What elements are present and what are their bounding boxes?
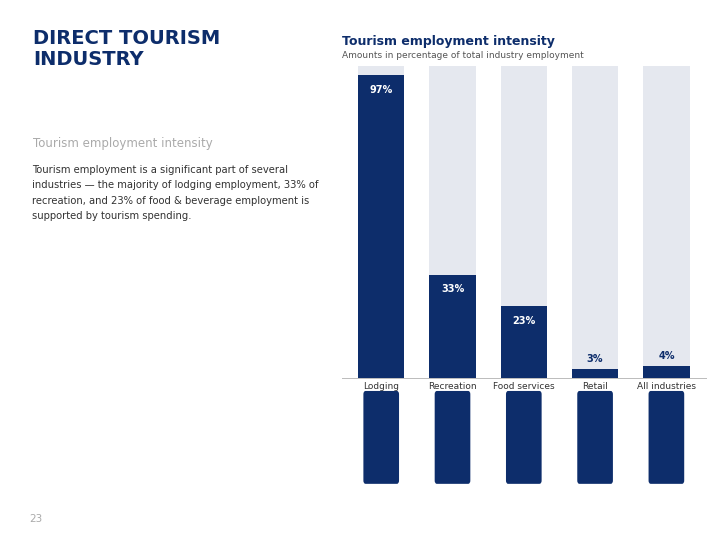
Text: 4%: 4% — [658, 351, 675, 361]
Bar — [643, 66, 690, 378]
Bar — [358, 66, 405, 378]
Bar — [429, 275, 476, 378]
Text: DIRECT TOURISM
INDUSTRY: DIRECT TOURISM INDUSTRY — [33, 29, 220, 69]
Bar — [643, 366, 690, 378]
Bar — [429, 66, 476, 378]
FancyBboxPatch shape — [577, 391, 613, 484]
Text: Tourism employment is a significant part of several
industries — the majority of: Tourism employment is a significant part… — [32, 165, 318, 221]
Text: Amounts in percentage of total industry employment: Amounts in percentage of total industry … — [342, 51, 584, 60]
Bar — [500, 306, 547, 378]
Text: 33%: 33% — [441, 285, 464, 294]
FancyBboxPatch shape — [364, 391, 399, 484]
Text: 3%: 3% — [587, 354, 603, 364]
Text: 97%: 97% — [369, 85, 393, 95]
FancyBboxPatch shape — [435, 391, 470, 484]
Bar — [500, 66, 547, 378]
FancyBboxPatch shape — [506, 391, 541, 484]
FancyBboxPatch shape — [649, 391, 684, 484]
Text: 23: 23 — [29, 514, 42, 524]
Text: 23%: 23% — [512, 315, 536, 326]
Text: Tourism employment intensity: Tourism employment intensity — [342, 35, 555, 48]
Bar — [572, 369, 618, 378]
Bar — [358, 76, 405, 378]
Bar — [572, 66, 618, 378]
Text: Tourism employment intensity: Tourism employment intensity — [33, 137, 213, 150]
